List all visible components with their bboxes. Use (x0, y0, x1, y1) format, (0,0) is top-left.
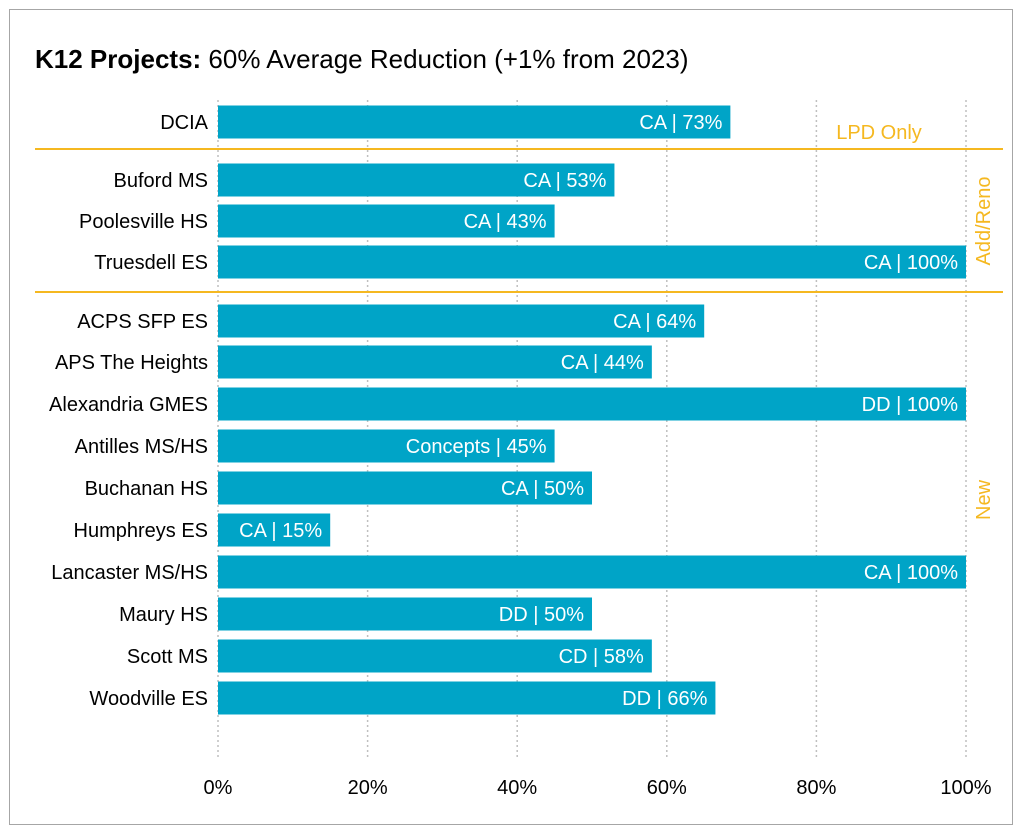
category-label: DCIA (160, 112, 208, 134)
category-label: Scott MS (127, 646, 208, 668)
category-label: Maury HS (119, 604, 208, 626)
chart-title-rest: 60% Average Reduction (+1% from 2023) (201, 44, 689, 74)
x-tick-label: 60% (647, 777, 687, 799)
category-label: Humphreys ES (74, 520, 209, 542)
bar-value-label: CA | 100% (864, 562, 958, 584)
category-label: Buford MS (114, 170, 208, 192)
bar-value-label: CA | 73% (639, 112, 722, 134)
bar-value-label: DD | 100% (862, 394, 959, 416)
bar-value-label: CA | 50% (501, 478, 584, 500)
bar-value-label: CA | 15% (239, 520, 322, 542)
bar-value-label: DD | 66% (622, 688, 707, 710)
x-axis-ticks: 0% 20% 40% 60% 80% 100% (204, 777, 992, 799)
bar (218, 471, 592, 505)
chart-title: K12 Projects: 60% Average Reduction (+1%… (35, 44, 689, 75)
x-tick-label: 0% (204, 777, 233, 799)
category-label: Poolesville HS (79, 211, 208, 233)
category-label: ACPS SFP ES (77, 311, 208, 333)
bar (218, 513, 331, 547)
category-label: Truesdell ES (94, 252, 208, 274)
x-tick-label: 40% (497, 777, 537, 799)
category-label: Woodville ES (89, 688, 208, 710)
bar (218, 245, 966, 279)
category-labels: DCIA Buford MS Poolesville HS Truesdell ES A… (49, 112, 209, 710)
category-label: Alexandria GMES (49, 394, 208, 416)
bar (218, 597, 592, 631)
group-labels: LPD Only Add/Reno New (836, 122, 995, 520)
bar-value-label: Concepts | 45% (406, 436, 547, 458)
group-label: LPD Only (836, 122, 922, 144)
category-label: Lancaster MS/HS (51, 562, 208, 584)
bar (218, 429, 555, 463)
category-label: APS The Heights (55, 352, 208, 374)
bar (218, 555, 966, 589)
bar (218, 304, 705, 338)
category-label: Antilles MS/HS (75, 436, 208, 458)
bar (218, 387, 966, 421)
bar (218, 681, 716, 715)
bar (218, 105, 731, 139)
x-tick-label: 100% (940, 777, 991, 799)
bar (218, 639, 652, 673)
category-label: Buchanan HS (85, 478, 208, 500)
bar (218, 345, 652, 379)
bar (218, 163, 615, 197)
bar-value-label: CA | 53% (523, 170, 606, 192)
group-label: Add/Reno (973, 177, 995, 266)
x-tick-label: 80% (796, 777, 836, 799)
bar-value-label: CA | 64% (613, 311, 696, 333)
group-label: New (973, 479, 995, 520)
bar (218, 204, 555, 238)
chart-title-bold: K12 Projects: (35, 44, 202, 74)
bar-value-label: CA | 43% (464, 211, 547, 233)
bars: CA | 73% CA | 53% CA | 43% CA | 100% CA | 64… (218, 105, 966, 715)
x-tick-label: 20% (348, 777, 388, 799)
bar-value-label: CA | 44% (561, 352, 644, 374)
bar-value-label: DD | 50% (499, 604, 584, 626)
bar-value-label: CD | 58% (559, 646, 644, 668)
group-separators (35, 148, 1003, 293)
bar-value-label: CA | 100% (864, 252, 958, 274)
